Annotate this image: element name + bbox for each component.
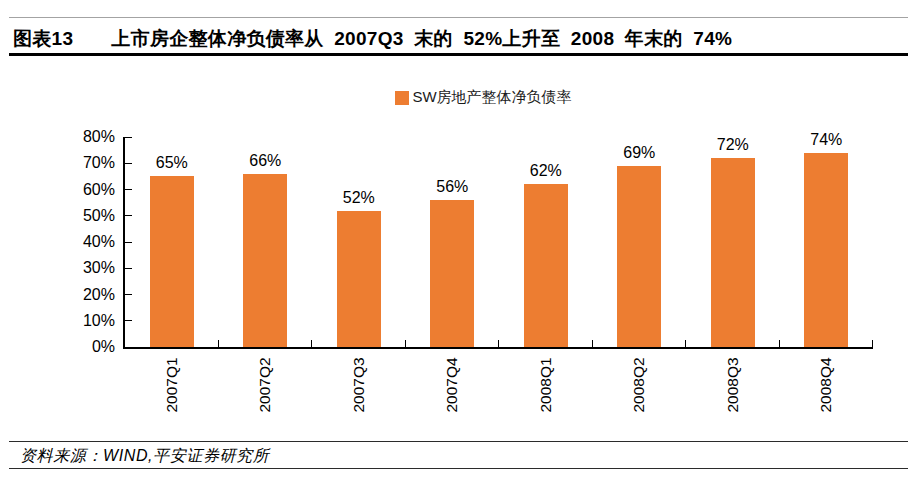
bar-2007Q1	[150, 176, 194, 347]
source-note: 资料来源：WIND,平安证券研究所	[20, 446, 269, 467]
legend-label: SW房地产整体净负债率	[412, 88, 571, 107]
y-axis-label: 40%	[83, 233, 115, 251]
x-axis-label: 2008Q4	[817, 356, 835, 414]
bar-value-label: 65%	[156, 154, 188, 172]
x-axis-tick	[218, 340, 219, 347]
x-axis-label: 2008Q2	[630, 356, 648, 414]
y-axis-tick	[125, 320, 132, 321]
x-axis-tick	[779, 340, 780, 347]
y-axis-label: 80%	[83, 128, 115, 146]
bar-2007Q4	[430, 200, 474, 347]
x-axis-tick	[405, 340, 406, 347]
x-axis-tick	[498, 340, 499, 347]
x-axis-label: 2008Q3	[724, 356, 742, 414]
y-axis-tick	[125, 268, 132, 269]
x-axis-tick	[685, 340, 686, 347]
bar-value-label: 56%	[436, 178, 468, 196]
footer-bottom-rule	[9, 468, 908, 469]
bar-2007Q3	[337, 211, 381, 348]
bar-2008Q1	[524, 184, 568, 347]
bar-chart-plot-area: 0%10%20%30%40%50%60%70%80%65%2007Q166%20…	[123, 137, 873, 349]
y-axis-tick	[125, 242, 132, 243]
y-axis-tick	[125, 294, 132, 295]
x-axis-label: 2007Q3	[350, 356, 368, 414]
y-axis-label: 60%	[83, 181, 115, 199]
y-axis-tick	[125, 163, 132, 164]
y-axis-label: 50%	[83, 207, 115, 225]
y-axis-label: 10%	[83, 312, 115, 330]
chart-legend: SW房地产整体净负债率	[109, 88, 858, 107]
x-axis-label: 2007Q4	[443, 356, 461, 414]
legend-swatch-icon	[395, 91, 409, 105]
report-figure: 图表13 上市房企整体净负债率从 2007Q3 末的 52%上升至 2008 年末…	[0, 0, 917, 479]
header-bottom-rule	[9, 53, 908, 56]
x-axis-tick	[592, 340, 593, 347]
figure-header: 图表13 上市房企整体净负债率从 2007Q3 末的 52%上升至 2008 年末…	[13, 26, 732, 52]
x-axis-label: 2008Q1	[537, 356, 555, 414]
bar-2008Q3	[711, 158, 755, 347]
bar-2007Q2	[243, 174, 287, 347]
bar-value-label: 72%	[717, 136, 749, 154]
figure-title: 上市房企整体净负债率从 2007Q3 末的 52%上升至 2008 年末的 74…	[111, 28, 732, 49]
y-axis-label: 70%	[83, 154, 115, 172]
bar-value-label: 52%	[343, 189, 375, 207]
x-axis-tick	[311, 340, 312, 347]
bar-value-label: 69%	[623, 144, 655, 162]
y-axis-tick	[125, 189, 132, 190]
bar-value-label: 66%	[249, 152, 281, 170]
bar-value-label: 74%	[810, 131, 842, 149]
x-axis-tick	[872, 340, 873, 347]
figure-number: 图表13	[13, 28, 73, 49]
header-top-rule	[9, 17, 908, 18]
x-axis-label: 2007Q1	[163, 356, 181, 414]
bar-2008Q4	[804, 153, 848, 347]
y-axis-label: 20%	[83, 286, 115, 304]
footer-top-rule	[9, 441, 908, 442]
y-axis-tick	[125, 137, 132, 138]
y-axis-tick	[125, 215, 132, 216]
y-axis-label: 0%	[92, 338, 115, 356]
y-axis-label: 30%	[83, 259, 115, 277]
bar-value-label: 62%	[530, 162, 562, 180]
bar-2008Q2	[617, 166, 661, 347]
x-axis-label: 2007Q2	[256, 356, 274, 414]
